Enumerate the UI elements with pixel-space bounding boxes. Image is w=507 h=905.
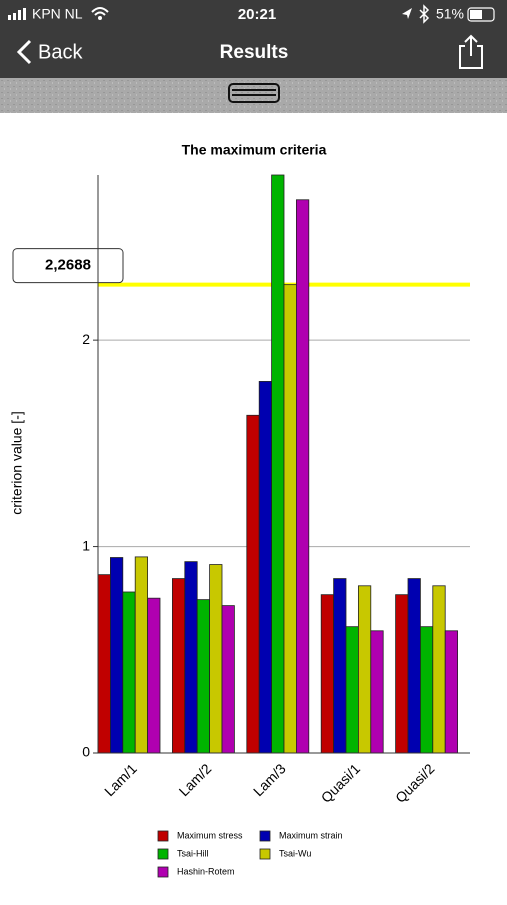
legend-swatch: [157, 848, 169, 860]
y-tick-label: 0: [82, 744, 90, 760]
threshold-label: 2,2688: [45, 257, 91, 274]
bar: [122, 591, 136, 754]
bar: [283, 284, 297, 754]
bar: [345, 626, 359, 754]
bluetooth-icon: [419, 4, 430, 24]
legend-label: Maximum strain: [279, 830, 343, 840]
y-tick-label: 2: [82, 331, 90, 347]
drawer-handle[interactable]: [228, 83, 280, 103]
legend-swatch: [157, 866, 169, 878]
nav-title: Results: [220, 42, 289, 63]
legend-swatch: [259, 848, 271, 860]
bar: [295, 199, 310, 754]
bar: [258, 381, 273, 754]
carrier: KPN NL: [32, 6, 83, 22]
y-axis-label: criterion value [-]: [9, 411, 25, 514]
share-button[interactable]: [459, 34, 483, 69]
legend-label: Tsai-Wu: [279, 848, 311, 858]
bar: [395, 594, 409, 754]
bar: [370, 630, 384, 754]
x-tick-label: Lam/3: [250, 760, 289, 799]
legend-swatch: [157, 830, 169, 842]
wifi-dot: [98, 16, 102, 20]
x-tick-label: Quasi/2: [392, 760, 438, 806]
bar: [419, 626, 434, 754]
bar: [271, 174, 285, 754]
bar: [333, 578, 347, 754]
threshold-label-box: [12, 248, 124, 284]
battery-icon: [467, 7, 495, 22]
x-tick-label: Quasi/1: [318, 760, 364, 806]
legend-swatch: [259, 830, 271, 842]
bar: [407, 578, 421, 754]
bar: [97, 574, 111, 754]
bar: [246, 414, 260, 754]
bar: [147, 597, 161, 754]
bar: [444, 630, 459, 754]
back-chevron[interactable]: [16, 39, 32, 65]
battery-text: 51%: [436, 6, 464, 22]
back-button[interactable]: Back: [38, 41, 83, 63]
battery-level: [470, 10, 482, 19]
bar: [110, 557, 124, 754]
bar: [196, 599, 210, 754]
legend-label: Maximum stress: [177, 830, 243, 840]
legend-label: Tsai-Hill: [177, 848, 209, 858]
x-tick-label: Lam/1: [101, 760, 140, 799]
bar: [432, 585, 446, 754]
chart-title: The maximum criteria: [182, 142, 327, 158]
legend-label: Hashin-Rotem: [177, 866, 235, 876]
x-tick-label: Lam/2: [176, 760, 215, 799]
location-icon: [402, 8, 412, 19]
clock: 20:21: [238, 6, 276, 23]
bar: [184, 561, 198, 754]
signal-icon: [8, 8, 26, 20]
y-tick-label: 1: [82, 537, 90, 553]
wifi-icon: [91, 7, 109, 16]
bar: [171, 578, 186, 754]
bar: [209, 564, 223, 754]
bar: [221, 605, 235, 754]
bar: [134, 556, 148, 754]
bar: [357, 585, 372, 754]
bar: [320, 594, 335, 754]
